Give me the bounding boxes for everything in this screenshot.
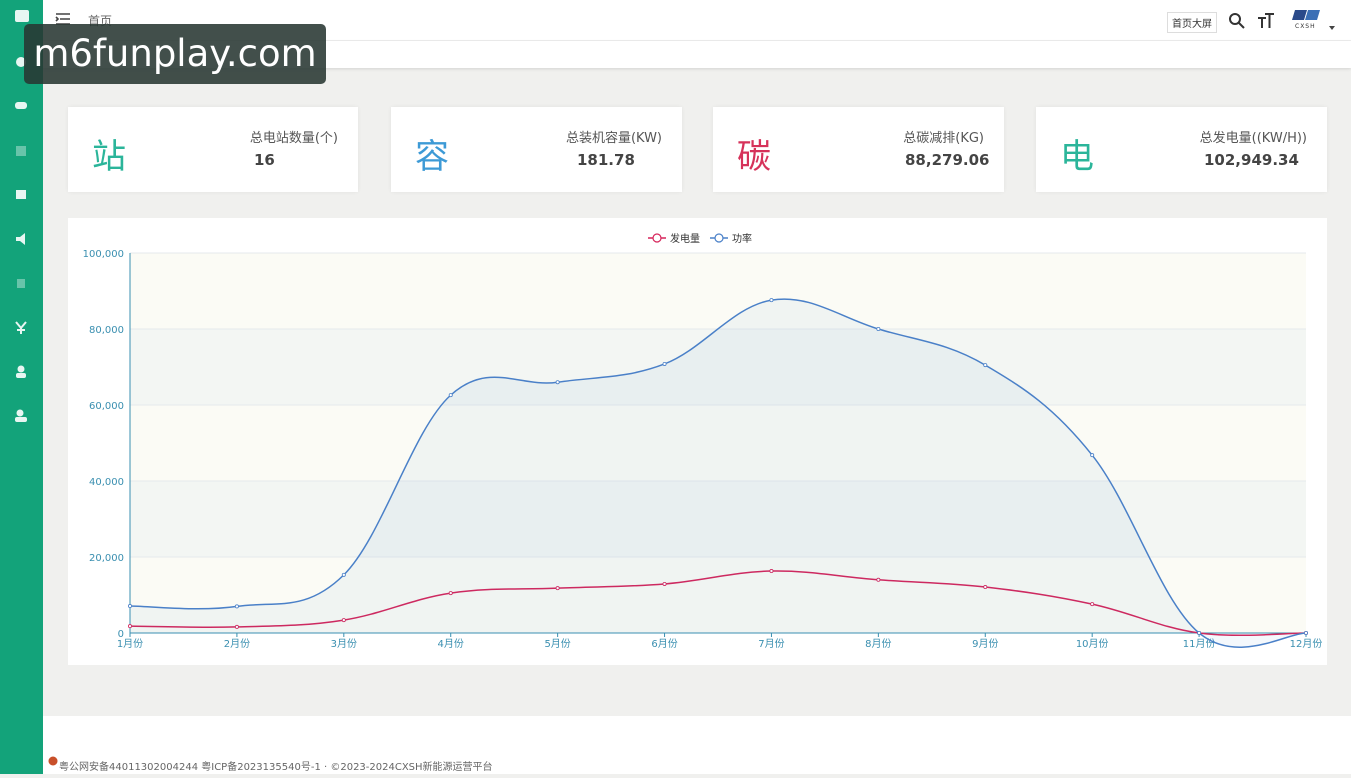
stat-value: 102,949.34 [1204, 151, 1299, 169]
split-area [130, 253, 1306, 329]
stat-icon: 容 [415, 137, 449, 177]
stat-value: 16 [254, 151, 275, 169]
point [448, 591, 453, 596]
footer-text: 粤公网安备44011302004244 粤ICP备2023135540号-1 ·… [59, 762, 493, 773]
point [448, 393, 453, 398]
y-tick-label: 100,000 [83, 249, 124, 260]
point [769, 298, 774, 303]
footer: 粤公网安备44011302004244 粤ICP备2023135540号-1 ·… [43, 716, 1351, 774]
search-icon[interactable] [1228, 12, 1246, 30]
point [555, 380, 560, 385]
point [128, 604, 133, 609]
stat-card: 容 总装机容量(KW) 181.78 [391, 107, 682, 192]
x-tick-label: 10月份 [1076, 638, 1109, 650]
y-tick-label: 40,000 [89, 477, 124, 488]
point [876, 577, 881, 582]
menu-icon[interactable] [15, 321, 27, 334]
point [1197, 630, 1202, 635]
split-area [130, 405, 1306, 481]
point [341, 572, 346, 577]
point [555, 586, 560, 591]
big-screen-button[interactable]: 首页大屏 [1167, 12, 1217, 33]
menu-toggle[interactable] [55, 12, 71, 26]
stat-label: 总电站数量(个) [249, 131, 338, 146]
logo-text: CXSH [1295, 23, 1316, 30]
x-tick-label: 7月份 [758, 638, 784, 650]
stat-value: 88,279.06 [905, 151, 990, 169]
point [1304, 630, 1309, 635]
point [662, 581, 667, 586]
stat-card: 碳 总碳减排(KG) 88,279.06 [713, 107, 1004, 192]
y-tick-label: 60,000 [89, 401, 124, 412]
x-tick-label: 1月份 [117, 638, 143, 650]
legend-label: 发电量 [670, 232, 700, 245]
menu-icon[interactable] [16, 190, 26, 199]
legend-symbol [714, 233, 724, 243]
logo-icon[interactable] [15, 10, 29, 22]
stat-label: 总碳减排(KG) [903, 131, 984, 146]
area [130, 299, 1306, 648]
chart-card: 0 20,000 40,000 60,000 80,000 100,000 1月份 2月份 3月… [68, 218, 1327, 665]
x-tick-label: 9月份 [972, 638, 998, 650]
point [234, 604, 239, 609]
legend-label: 功率 [732, 232, 752, 245]
stat-value: 181.78 [577, 151, 635, 169]
stat-label: 总装机容量(KW) [565, 131, 662, 146]
watermark: m6funplay.com [24, 24, 326, 84]
stat-label: 总发电量((KW/H)) [1199, 131, 1307, 146]
x-tick-label: 3月份 [331, 638, 357, 650]
dropdown-caret[interactable] [1329, 26, 1337, 32]
point [983, 363, 988, 368]
x-tick-label: 4月份 [438, 638, 464, 650]
police-badge [48, 756, 58, 766]
x-tick-label: 8月份 [865, 638, 891, 650]
point [983, 585, 988, 590]
logo-image [1292, 10, 1320, 20]
stat-card: 电 总发电量((KW/H)) 102,949.34 [1036, 107, 1327, 192]
x-tick-label: 12月份 [1290, 638, 1323, 650]
x-tick-label: 11月份 [1183, 638, 1216, 650]
menu-icon[interactable] [16, 373, 26, 378]
legend-symbol [652, 233, 662, 243]
y-tick-label: 20,000 [89, 553, 124, 564]
y-tick-label: 80,000 [89, 325, 124, 336]
point [1090, 602, 1095, 607]
menu-icon[interactable] [15, 417, 27, 422]
split-area [130, 329, 1306, 405]
x-tick-label: 6月份 [651, 638, 677, 650]
split-area [130, 557, 1306, 633]
point [1090, 453, 1095, 458]
menu-icon[interactable] [17, 279, 25, 288]
menu-icon[interactable] [16, 233, 25, 245]
sidebar-icons [15, 10, 29, 422]
point [662, 361, 667, 366]
y-tick-label: 0 [118, 629, 124, 640]
stat-icon: 站 [92, 137, 126, 177]
stat-icon: 碳 [737, 137, 771, 177]
menu-icon[interactable] [16, 409, 24, 417]
menu-icon[interactable] [16, 57, 26, 67]
point [769, 569, 774, 574]
font-size-icon[interactable] [1257, 12, 1275, 30]
point [234, 624, 239, 629]
menu-icon[interactable] [15, 102, 27, 109]
x-tick-label: 5月份 [544, 638, 570, 650]
point [341, 618, 346, 623]
menu-icon[interactable] [16, 146, 26, 156]
split-area [130, 481, 1306, 557]
line [129, 570, 1307, 637]
chart: 0 20,000 40,000 60,000 80,000 100,000 1月份 2月份 3月… [83, 232, 1323, 650]
stat-icon: 电 [1060, 137, 1094, 177]
x-tick-label: 2月份 [224, 638, 250, 650]
sidebar [0, 0, 43, 774]
point [876, 327, 881, 332]
point [128, 624, 133, 629]
menu-icon[interactable] [17, 365, 25, 373]
stat-card: 站 总电站数量(个) 16 [68, 107, 358, 192]
